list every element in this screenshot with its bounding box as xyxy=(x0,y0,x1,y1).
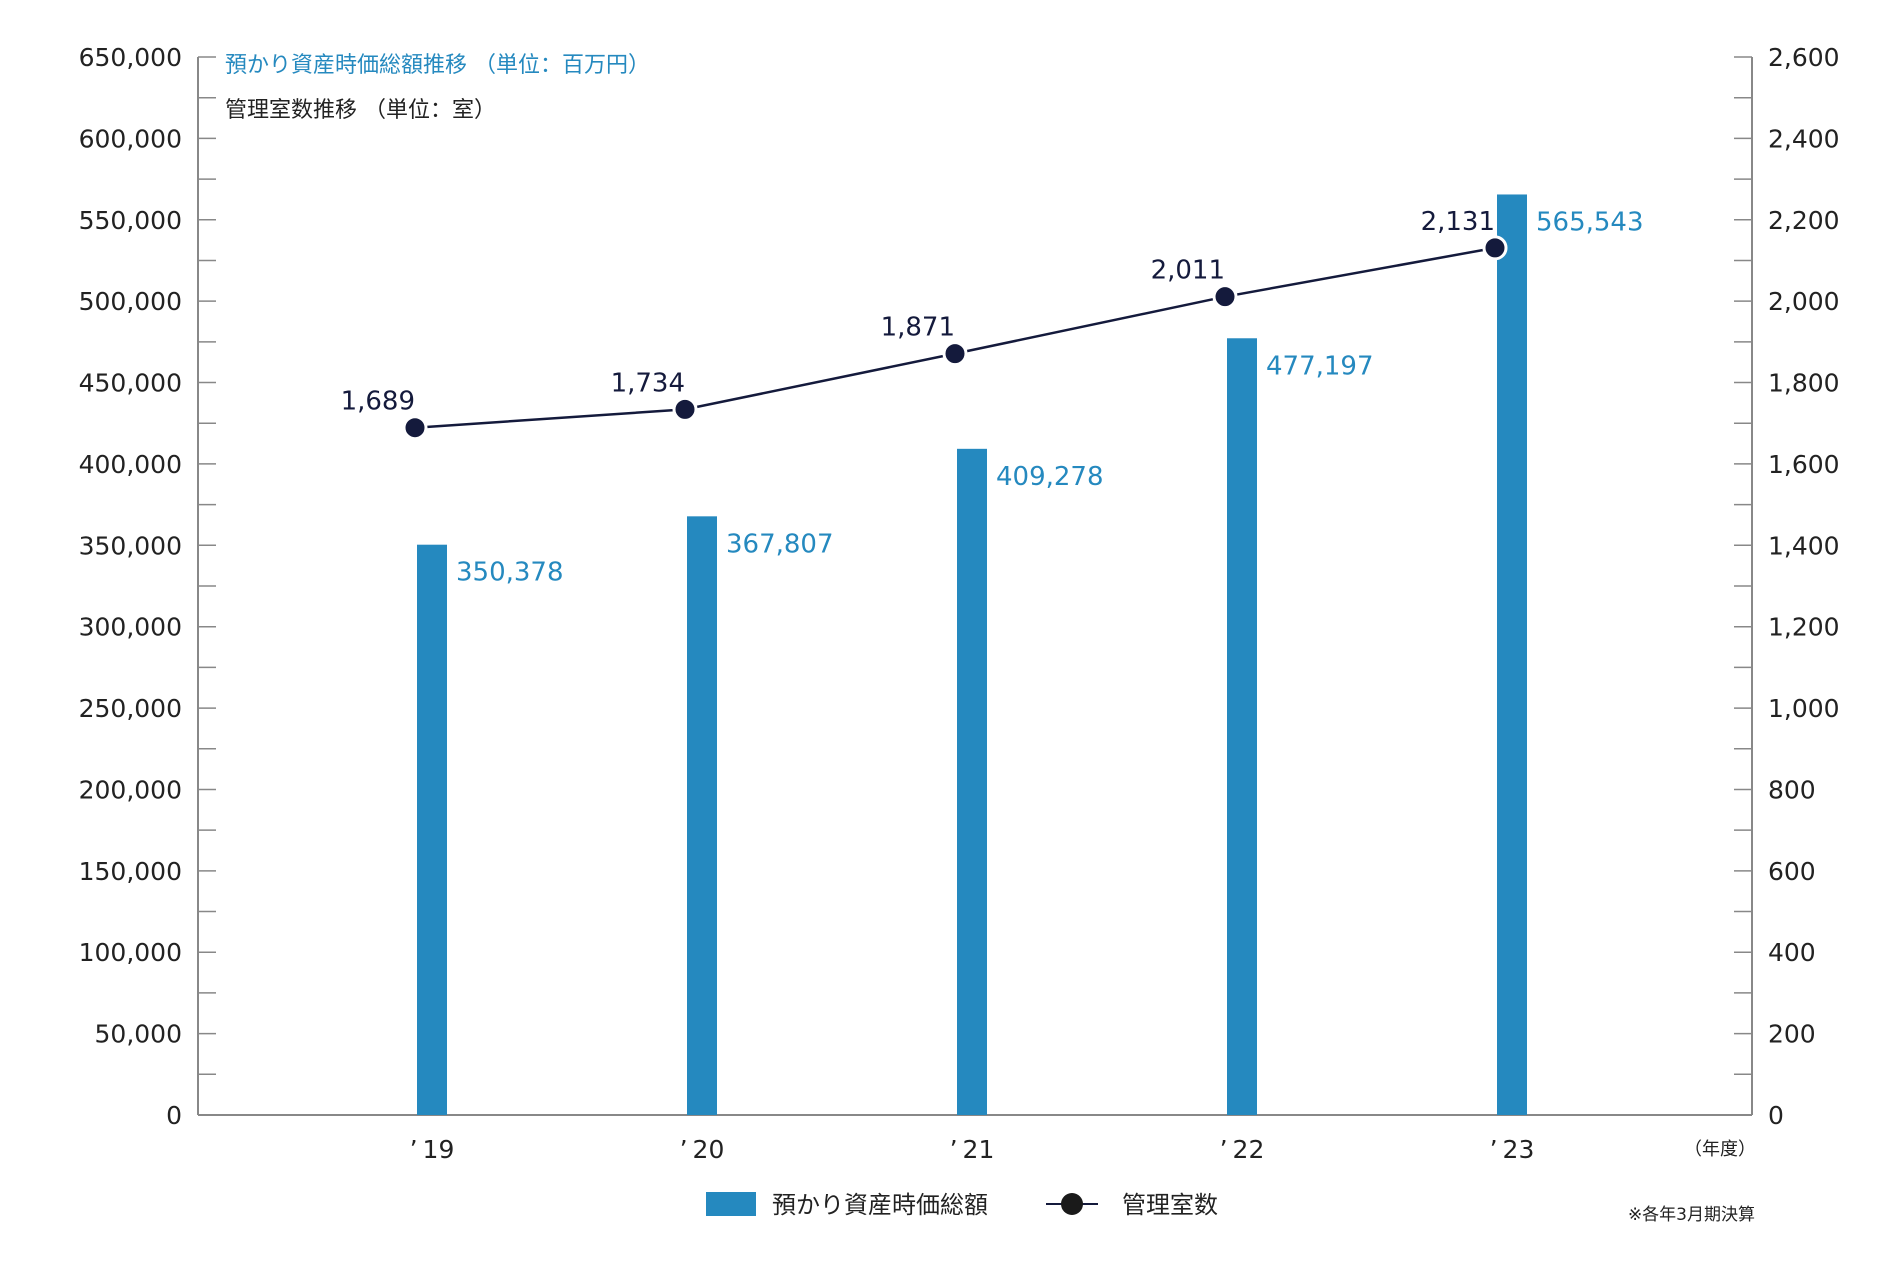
y-right-tick-label: 600 xyxy=(1768,857,1816,886)
x-tick-label: ’ 21 xyxy=(950,1135,995,1164)
legend-line-marker xyxy=(1061,1193,1083,1215)
y-left-tick-label: 650,000 xyxy=(79,43,182,72)
line-series-path xyxy=(414,246,1496,429)
y-left-tick-label: 250,000 xyxy=(79,694,182,723)
y-left-tick-label: 350,000 xyxy=(79,531,182,560)
axes-layer: 0 50,000 100,000 150,000 200,000 250,000 300,0… xyxy=(79,43,1840,1164)
y-left-tick-label: 450,000 xyxy=(79,369,182,398)
labels-layer: 350,378 367,807 409,278 477,197 565,543 1,689… xyxy=(341,207,1644,588)
chart-title-line: 管理室数推移 （単位：室） xyxy=(225,98,496,123)
y-right-tick-label: 1,400 xyxy=(1768,531,1840,560)
y-left-tick-label: 600,000 xyxy=(79,124,182,153)
y-right-tick-label: 2,000 xyxy=(1768,287,1840,316)
bar-value-label: 565,543 xyxy=(1536,207,1644,237)
y-right-tick-label: 0 xyxy=(1768,1101,1784,1130)
y-left-tick-label: 500,000 xyxy=(79,287,182,316)
bar xyxy=(1497,194,1527,1115)
bar-value-label: 409,278 xyxy=(996,462,1104,492)
bars-layer xyxy=(417,194,1527,1115)
legend-bar-label: 預かり資産時価総額 xyxy=(772,1191,988,1219)
chart-title-bar: 預かり資産時価総額推移 （単位：百万円） xyxy=(225,53,650,78)
y-left-tick-label: 50,000 xyxy=(95,1020,182,1049)
y-right-tick-label: 1,200 xyxy=(1768,613,1840,642)
line-point xyxy=(1482,235,1508,261)
x-tick-label: ’ 20 xyxy=(680,1135,725,1164)
y-right-tick-label: 400 xyxy=(1768,938,1816,967)
line-point xyxy=(672,396,698,422)
y-left-tick-label: 100,000 xyxy=(79,938,182,967)
y-right-tick-label: 2,400 xyxy=(1768,124,1840,153)
x-tick-label: ’ 22 xyxy=(1220,1135,1265,1164)
legend-line-label: 管理室数 xyxy=(1122,1191,1218,1219)
x-tick-label: ’ 19 xyxy=(410,1135,455,1164)
y-right-tick-label: 1,600 xyxy=(1768,450,1840,479)
line-value-label: 2,011 xyxy=(1151,256,1225,286)
line-value-label: 1,689 xyxy=(341,387,415,417)
bar-value-label: 367,807 xyxy=(726,529,834,559)
line-point xyxy=(942,341,968,367)
line-value-label: 1,871 xyxy=(881,313,955,343)
bar xyxy=(957,448,987,1115)
y-right-tick-label: 1,000 xyxy=(1768,694,1840,723)
bar xyxy=(687,516,717,1115)
x-tick-label: ’ 23 xyxy=(1490,1135,1535,1164)
y-right-tick-label: 2,600 xyxy=(1768,43,1840,72)
footnote: ※各年3月期決算 xyxy=(1628,1205,1755,1225)
bar xyxy=(417,544,447,1115)
legend-bar-swatch xyxy=(706,1192,756,1216)
y-right-tick-label: 1,800 xyxy=(1768,369,1840,398)
x-axis-label: （年度） xyxy=(1684,1139,1756,1160)
y-left-tick-label: 150,000 xyxy=(79,857,182,886)
line-layer xyxy=(402,235,1508,441)
y-right-tick-label: 800 xyxy=(1768,775,1816,804)
y-right-tick-label: 2,200 xyxy=(1768,206,1840,235)
line-point xyxy=(402,415,428,441)
bar-value-label: 477,197 xyxy=(1266,351,1374,381)
legend: 預かり資産時価総額 管理室数 xyxy=(706,1191,1218,1219)
y-left-tick-label: 0 xyxy=(166,1101,182,1130)
bar-value-label: 350,378 xyxy=(456,558,564,588)
y-right-tick-label: 200 xyxy=(1768,1020,1816,1049)
y-left-tick-label: 550,000 xyxy=(79,206,182,235)
line-point xyxy=(1212,284,1238,310)
line-value-label: 1,734 xyxy=(611,368,685,398)
y-left-tick-label: 300,000 xyxy=(79,613,182,642)
y-left-tick-label: 400,000 xyxy=(79,450,182,479)
y-left-tick-label: 200,000 xyxy=(79,775,182,804)
bar xyxy=(1227,338,1257,1115)
line-value-label: 2,131 xyxy=(1421,207,1495,237)
